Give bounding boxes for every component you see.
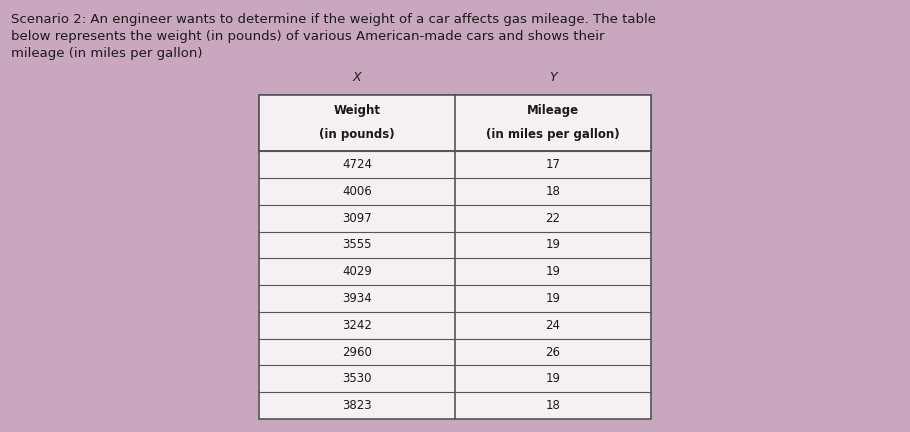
Text: 19: 19 xyxy=(545,238,561,251)
Text: 4029: 4029 xyxy=(342,265,372,278)
Text: 26: 26 xyxy=(545,346,561,359)
Text: 19: 19 xyxy=(545,372,561,385)
Text: 3530: 3530 xyxy=(342,372,372,385)
Text: 3097: 3097 xyxy=(342,212,372,225)
Text: Y: Y xyxy=(549,71,557,84)
Text: 3242: 3242 xyxy=(342,319,372,332)
Text: 3934: 3934 xyxy=(342,292,372,305)
Text: X: X xyxy=(353,71,361,84)
Text: 18: 18 xyxy=(545,185,561,198)
Text: 3823: 3823 xyxy=(342,399,372,412)
Text: 24: 24 xyxy=(545,319,561,332)
Text: 3555: 3555 xyxy=(342,238,372,251)
Text: 18: 18 xyxy=(545,399,561,412)
Text: 4724: 4724 xyxy=(342,158,372,171)
Text: 19: 19 xyxy=(545,265,561,278)
Text: (in miles per gallon): (in miles per gallon) xyxy=(486,128,620,141)
Text: 19: 19 xyxy=(545,292,561,305)
Text: Scenario 2: An engineer wants to determine if the weight of a car affects gas mi: Scenario 2: An engineer wants to determi… xyxy=(11,13,656,60)
Text: (in pounds): (in pounds) xyxy=(319,128,395,141)
Text: 4006: 4006 xyxy=(342,185,372,198)
Text: 17: 17 xyxy=(545,158,561,171)
Text: Weight: Weight xyxy=(334,104,380,117)
Text: 22: 22 xyxy=(545,212,561,225)
Text: Mileage: Mileage xyxy=(527,104,579,117)
Text: 2960: 2960 xyxy=(342,346,372,359)
